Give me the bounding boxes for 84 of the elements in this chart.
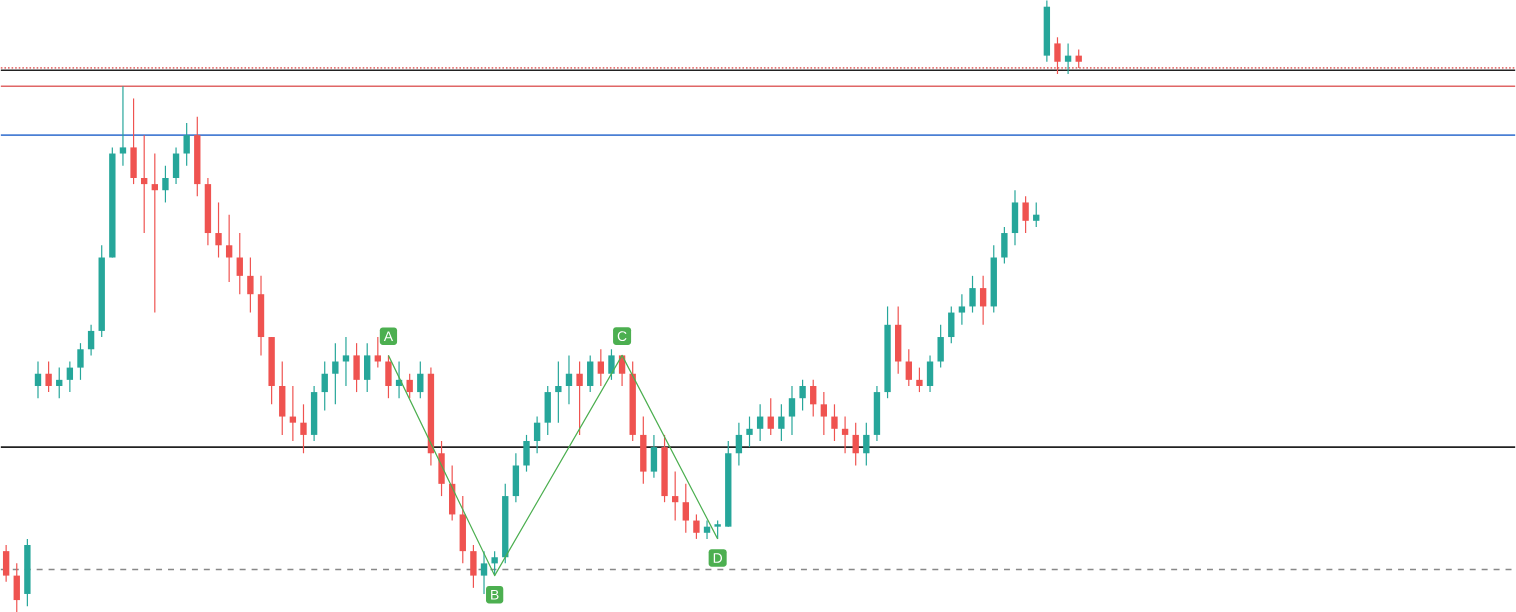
- candlestick: [66, 360, 74, 393]
- candlestick: [852, 421, 859, 466]
- candlestick: [958, 293, 966, 325]
- candlestick: [342, 336, 350, 387]
- candlestick: [693, 513, 700, 540]
- candlestick: [820, 391, 828, 436]
- candlestick: [332, 342, 339, 405]
- candlestick: [937, 323, 944, 368]
- candlestick: [969, 274, 976, 313]
- candlestick: [406, 372, 413, 399]
- candlestick: [746, 415, 753, 448]
- candlestick: [1022, 195, 1029, 234]
- candlestick: [151, 152, 158, 313]
- candlestick: [162, 164, 169, 203]
- candlestick: [2, 543, 10, 582]
- candlestick: [236, 232, 243, 295]
- candlestick: [87, 323, 95, 356]
- candlestick: [321, 360, 328, 411]
- candlestick: [587, 354, 594, 393]
- candlestick: [364, 342, 371, 393]
- candlestick: [597, 348, 605, 387]
- candlestick: [671, 470, 679, 521]
- candlestick: [183, 121, 190, 166]
- candlestick: [831, 403, 838, 442]
- candlestick: [565, 354, 573, 405]
- candlestick: [289, 384, 297, 442]
- candlestick: [56, 366, 63, 399]
- candlestick: [544, 384, 551, 436]
- candlestick: [916, 366, 923, 393]
- candlestick: [1033, 201, 1040, 228]
- candlestick: [714, 519, 721, 540]
- candlestick: [873, 384, 881, 442]
- candlestick: [682, 482, 689, 533]
- candlestick: [1075, 48, 1082, 69]
- candlestick: [45, 360, 52, 393]
- candlestick: [948, 305, 955, 344]
- candlestick: [470, 543, 477, 588]
- candlestick: [788, 384, 796, 436]
- candlestick: [141, 134, 148, 234]
- candlestick: [1064, 42, 1072, 75]
- candlestick: [385, 354, 392, 399]
- candlestick: [257, 274, 265, 356]
- candlestick: [703, 519, 711, 540]
- candlestick: [650, 433, 658, 478]
- candlestick: [926, 354, 934, 393]
- candlestick: [353, 342, 360, 393]
- candlestick: [735, 421, 743, 466]
- candlestick: [799, 378, 806, 411]
- candlestick: [608, 348, 615, 381]
- candlestick: [119, 85, 127, 166]
- candlestick: [77, 342, 84, 381]
- candlestick: [130, 97, 137, 185]
- candlestick: [438, 439, 445, 497]
- candlestick: [756, 403, 764, 442]
- candlestick: [863, 421, 870, 466]
- candlestick: [778, 403, 785, 442]
- candlestick: [480, 550, 488, 595]
- candlestick: [247, 256, 254, 313]
- candlestick: [300, 403, 307, 454]
- candlestick: [1001, 225, 1008, 264]
- candlestick: [491, 550, 498, 576]
- candlestick: [894, 305, 902, 374]
- candlestick: [979, 274, 987, 325]
- candlestick: [523, 433, 530, 472]
- candlestick: [576, 360, 583, 436]
- candlestick: [640, 415, 647, 485]
- candlestick: [215, 201, 222, 258]
- candlestick: [841, 415, 849, 454]
- candlestick: [512, 452, 520, 503]
- candlestick: [905, 348, 912, 387]
- candlestick: [310, 384, 318, 442]
- candlestick: [279, 360, 286, 436]
- candlestick: [225, 213, 233, 283]
- candlestick: [417, 360, 424, 399]
- candlestick: [555, 360, 562, 423]
- candlestick: [1054, 36, 1061, 75]
- candlestick: [172, 146, 180, 185]
- candlestick: [459, 495, 466, 564]
- candlestick: [533, 415, 541, 454]
- candlestick: [374, 336, 382, 368]
- candlestick: [1011, 189, 1019, 246]
- candlestick: [34, 360, 42, 399]
- candlestick: [767, 397, 774, 436]
- candlestick: [810, 378, 817, 417]
